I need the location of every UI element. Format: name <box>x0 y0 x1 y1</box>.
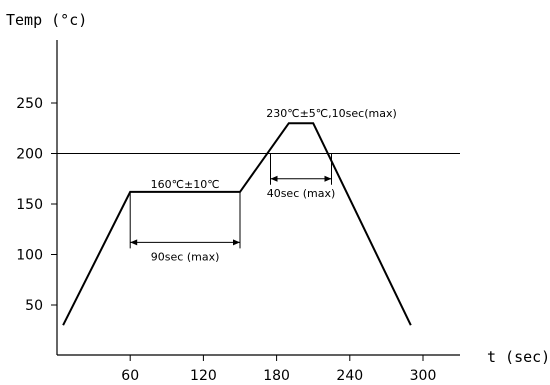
annotations: 160℃±10℃ 90sec (max) 230℃±5℃,10sec(max) 40s… <box>129 107 397 263</box>
x-tick-label: 240 <box>336 368 363 384</box>
annotation-label: 230℃±5℃,10sec(max) <box>266 107 397 120</box>
dimension-label: 90sec (max) <box>151 250 220 263</box>
y-tick-label: 100 <box>16 248 43 264</box>
dimension-arrowhead <box>324 175 332 182</box>
annotation-label: 160℃±10℃ <box>151 178 220 191</box>
profile-series <box>62 122 412 326</box>
x-tick-label: 180 <box>263 368 290 384</box>
x-tick-label: 300 <box>410 368 437 384</box>
axes: 50 100 150 200 250 60 120 180 240 300 <box>16 40 460 384</box>
y-tick-label: 50 <box>25 298 43 314</box>
y-tick-label: 150 <box>16 197 43 213</box>
dimension-arrowhead <box>233 239 240 246</box>
y-tick-label: 250 <box>16 96 43 112</box>
temperature-profile-line <box>62 122 412 326</box>
dimension-label: 40sec (max) <box>267 187 336 200</box>
y-axis-title: Temp (°c) <box>6 11 87 29</box>
x-tick-label: 120 <box>190 368 217 384</box>
dimension-arrowhead <box>130 239 138 246</box>
x-tick-label: 60 <box>121 368 139 384</box>
y-tick-label: 200 <box>16 147 43 163</box>
x-axis-title: t (sec) <box>487 348 550 366</box>
dimension-arrowhead <box>270 175 278 182</box>
